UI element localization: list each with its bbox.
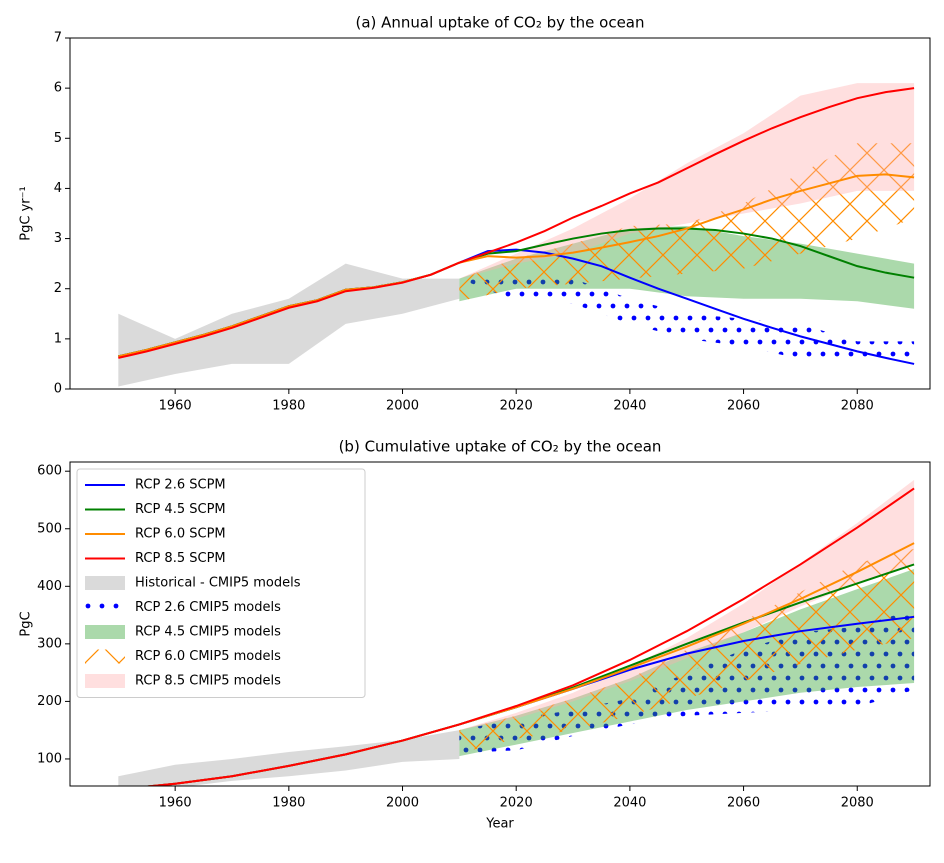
- legend-label: RCP 6.0 SCPM: [135, 527, 226, 542]
- x-tick-label: 2060: [727, 399, 760, 414]
- x-tick-label: 1980: [272, 796, 305, 811]
- legend-box: [76, 468, 366, 698]
- line: [118, 87, 915, 359]
- y-axis-label: PgC yr⁻¹: [19, 186, 34, 240]
- x-tick-label: 2000: [386, 796, 419, 811]
- y-tick-label: 300: [37, 636, 62, 651]
- y-tick-label: 500: [37, 521, 62, 536]
- band: [459, 143, 915, 302]
- band: [459, 83, 915, 279]
- y-tick-label: 200: [37, 694, 62, 709]
- plot-area: [118, 479, 915, 786]
- x-tick-label: 2080: [841, 399, 874, 414]
- y-tick-label: 7: [54, 31, 62, 46]
- axes-frame: [69, 461, 931, 787]
- y-tick-label: 1: [54, 331, 62, 346]
- legend-label: RCP 2.6 CMIP5 models: [135, 600, 281, 615]
- legend-label: RCP 6.0 CMIP5 models: [135, 649, 281, 664]
- chart-title: (b) Cumulative uptake of CO₂ by the ocea…: [339, 438, 662, 456]
- legend-swatch: [85, 674, 125, 688]
- x-tick-label: 2040: [613, 399, 646, 414]
- legend-label: RCP 8.5 SCPM: [135, 551, 226, 566]
- y-tick-label: 400: [37, 579, 62, 594]
- x-tick-label: 2060: [727, 796, 760, 811]
- legend-label: RCP 4.5 SCPM: [135, 502, 226, 517]
- legend-label: RCP 4.5 CMIP5 models: [135, 625, 281, 640]
- y-tick-label: 6: [54, 81, 62, 96]
- line: [142, 487, 915, 786]
- x-tick-label: 2020: [500, 796, 533, 811]
- plot-area: [118, 83, 915, 387]
- legend-swatch: [85, 625, 125, 639]
- legend-label: RCP 2.6 SCPM: [135, 478, 226, 493]
- x-tick-label: 1960: [159, 796, 192, 811]
- x-tick-label: 1960: [159, 399, 192, 414]
- y-tick-label: 100: [37, 751, 62, 766]
- legend-label: RCP 8.5 CMIP5 models: [135, 674, 281, 689]
- band: [459, 278, 915, 364]
- legend-swatch: [85, 600, 125, 615]
- y-tick-label: 2: [54, 281, 62, 296]
- x-tick-label: 1980: [272, 399, 305, 414]
- chart-title: (a) Annual uptake of CO₂ by the ocean: [355, 14, 644, 32]
- y-tick-label: 0: [54, 382, 62, 397]
- axes-frame: [69, 37, 931, 390]
- x-tick-label: 2040: [613, 796, 646, 811]
- y-tick-label: 600: [37, 464, 62, 479]
- y-tick-label: 3: [54, 231, 62, 246]
- y-axis-label: PgC: [19, 611, 34, 636]
- band: [118, 263, 460, 387]
- x-tick-label: 2000: [386, 399, 419, 414]
- x-tick-label: 2020: [500, 399, 533, 414]
- y-tick-label: 4: [54, 181, 62, 196]
- legend-swatch: [85, 576, 125, 590]
- x-axis-label: Year: [485, 817, 514, 832]
- line: [118, 173, 915, 358]
- band: [118, 730, 460, 786]
- legend-swatch: [85, 649, 125, 664]
- x-tick-label: 2080: [841, 796, 874, 811]
- legend-label: Historical - CMIP5 models: [135, 576, 301, 591]
- y-tick-label: 5: [54, 131, 62, 146]
